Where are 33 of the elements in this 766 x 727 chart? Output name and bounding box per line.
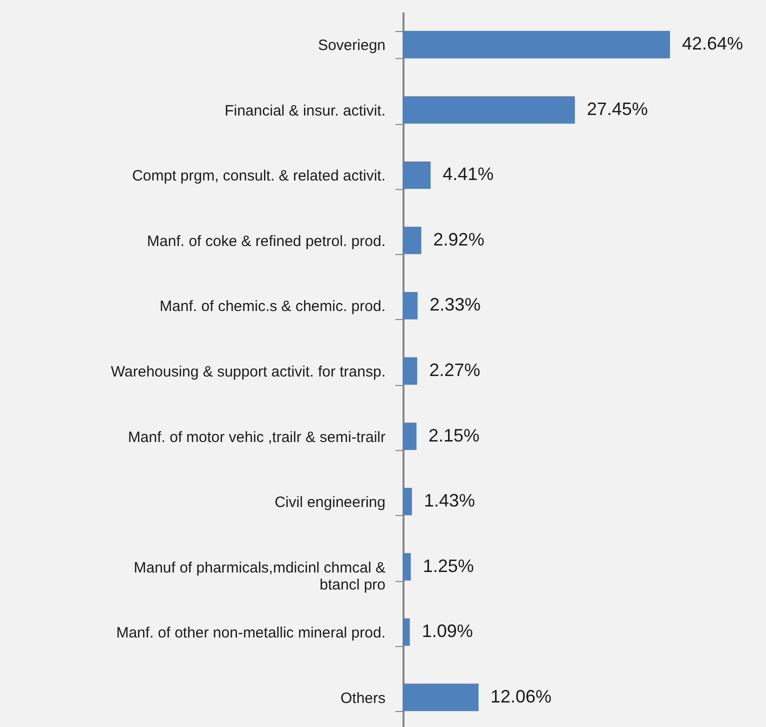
y-tick-label: Civil engineering	[274, 494, 386, 512]
data-label: 2.27%	[429, 360, 480, 380]
data-label: 42.64%	[682, 34, 744, 54]
y-tick-label: Warehousing & support activit. for transp.	[110, 364, 386, 380]
y-tick-label: Financial & insur. activit.	[224, 102, 386, 120]
data-label: 4.41%	[442, 164, 494, 184]
bar	[403, 684, 479, 712]
y-tick-label: Manf. of coke & refined petrol. prod.	[147, 232, 386, 250]
data-label: 1.43%	[424, 490, 475, 511]
bar	[403, 357, 418, 385]
y-tick-label: Manf. of motor vehic ,trailr & semi-trailr	[128, 428, 386, 446]
bar	[403, 553, 411, 581]
y-tick-label: Manf. of other non-metallic mineral prod.	[116, 624, 386, 642]
y-tick-label: Manuf of pharmicals,mdicinl chmcal & btancl pro	[134, 559, 386, 594]
bar	[403, 161, 431, 189]
y-tick-label: Manf. of chemic.s & chemic. prod.	[160, 298, 386, 316]
bar	[403, 226, 422, 254]
data-label: 27.45%	[586, 98, 648, 119]
bar	[403, 30, 670, 58]
bar	[403, 422, 416, 450]
data-label: 2.15%	[428, 425, 480, 446]
data-label: 1.09%	[422, 621, 473, 642]
data-label: 12.06%	[490, 686, 552, 706]
y-tick-label: Others	[340, 690, 386, 707]
bar	[403, 292, 418, 320]
y-tick-label: Compt prgm, consult. & related activit.	[132, 168, 386, 185]
data-label: 1.25%	[422, 556, 474, 576]
data-label: 2.92%	[433, 229, 484, 250]
y-tick-label: Soveriegn	[318, 37, 386, 54]
bar	[403, 488, 412, 516]
data-label: 2.33%	[430, 294, 481, 315]
bar	[403, 618, 410, 646]
bar	[403, 96, 575, 124]
